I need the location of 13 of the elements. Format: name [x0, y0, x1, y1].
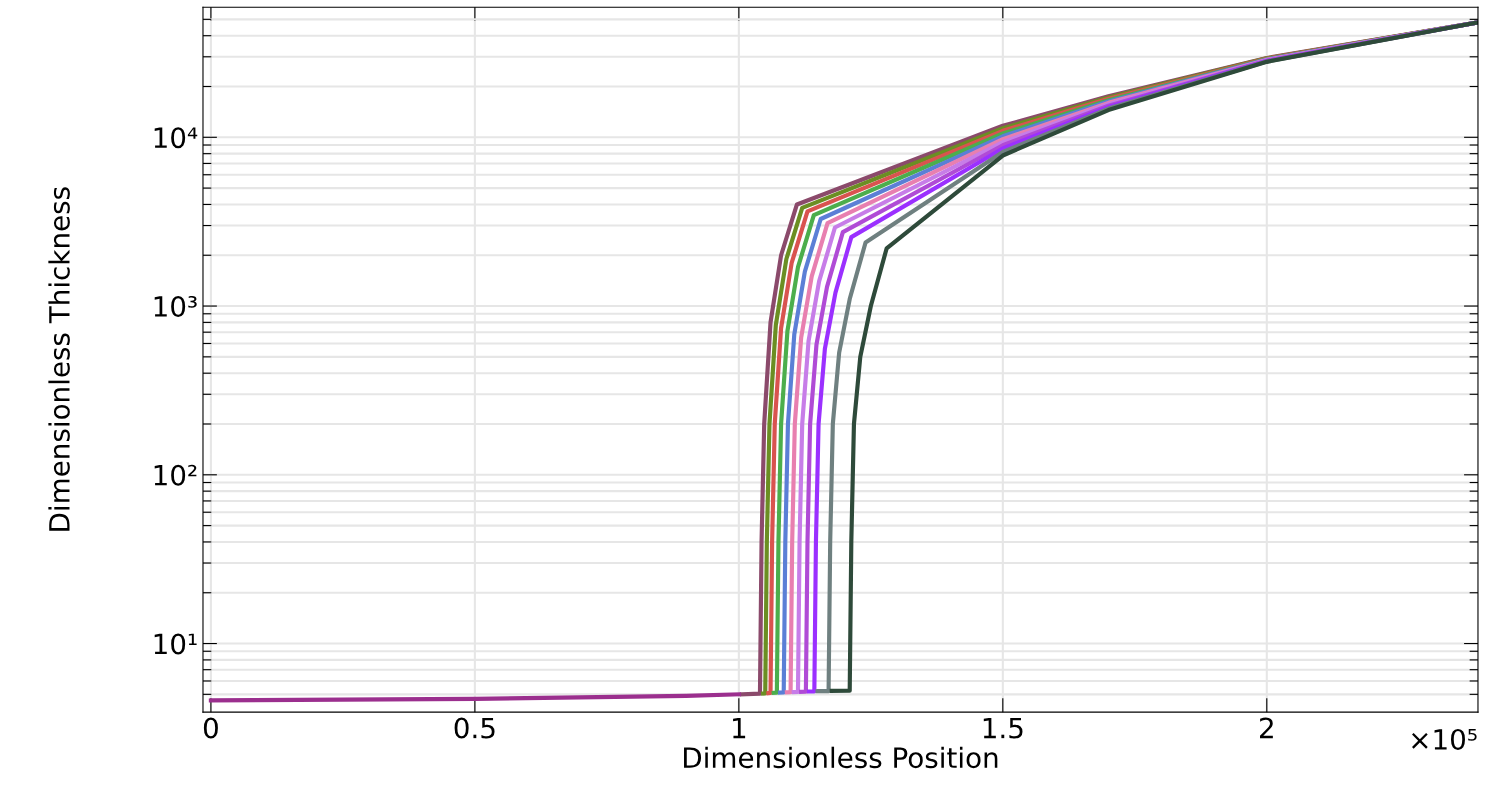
y-tick-label: 10³	[154, 295, 197, 317]
y-axis-title: Dimensionless Thickness	[48, 187, 70, 531]
y-tick-label: 10¹	[154, 633, 197, 655]
y-tick-label: 10²	[154, 464, 197, 486]
x-tick-label: 0.5	[454, 717, 495, 739]
text: ×10⁵	[1412, 728, 1477, 750]
y-tick-label: 10⁴	[154, 127, 198, 149]
x-tick-label: 0	[203, 717, 218, 739]
x-axis-title: Dimensionless Position	[684, 746, 998, 769]
x-tick-label: 1.5	[983, 717, 1023, 739]
line-series	[208, 692, 741, 703]
x-tick-label: 1	[733, 717, 746, 739]
x-tick-label: 2	[1260, 717, 1273, 739]
